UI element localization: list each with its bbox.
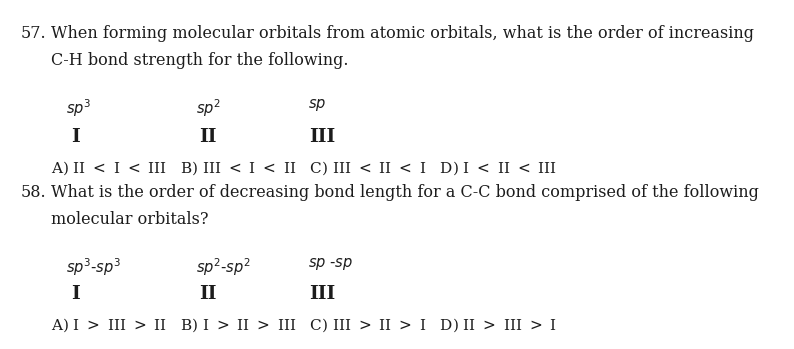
Text: I: I — [71, 285, 79, 303]
Text: What is the order of decreasing bond length for a C-C bond comprised of the foll: What is the order of decreasing bond len… — [51, 184, 759, 201]
Text: molecular orbitals?: molecular orbitals? — [51, 211, 208, 228]
Text: A) II $<$ I $<$ III   B) III $<$ I $<$ II   C) III $<$ II $<$ I   D) I $<$ II $<: A) II $<$ I $<$ III B) III $<$ I $<$ II … — [51, 159, 557, 177]
Text: C-H bond strength for the following.: C-H bond strength for the following. — [51, 52, 349, 69]
Text: A) I $>$ III $>$ II   B) I $>$ II $>$ III   C) III $>$ II $>$ I   D) II $>$ III : A) I $>$ III $>$ II B) I $>$ II $>$ III … — [51, 316, 557, 334]
Text: $\mathit{sp}^2\text{-}\mathit{sp}^2$: $\mathit{sp}^2\text{-}\mathit{sp}^2$ — [195, 256, 250, 278]
Text: $\mathit{sp}^2$: $\mathit{sp}^2$ — [195, 97, 221, 119]
Text: III: III — [309, 128, 335, 146]
Text: 58.: 58. — [21, 184, 46, 201]
Text: I: I — [71, 128, 79, 146]
Text: 57.: 57. — [21, 25, 46, 42]
Text: III: III — [309, 285, 335, 303]
Text: $\mathit{sp}$: $\mathit{sp}$ — [308, 97, 326, 113]
Text: $\mathit{sp}\text{ -}\mathit{sp}$: $\mathit{sp}\text{ -}\mathit{sp}$ — [308, 256, 353, 272]
Text: $\mathit{sp}^3\text{-}\mathit{sp}^3$: $\mathit{sp}^3\text{-}\mathit{sp}^3$ — [66, 256, 121, 278]
Text: When forming molecular orbitals from atomic orbitals, what is the order of incre: When forming molecular orbitals from ato… — [51, 25, 754, 42]
Text: $\mathit{sp}^3$: $\mathit{sp}^3$ — [66, 97, 91, 119]
Text: II: II — [198, 285, 216, 303]
Text: II: II — [198, 128, 216, 146]
